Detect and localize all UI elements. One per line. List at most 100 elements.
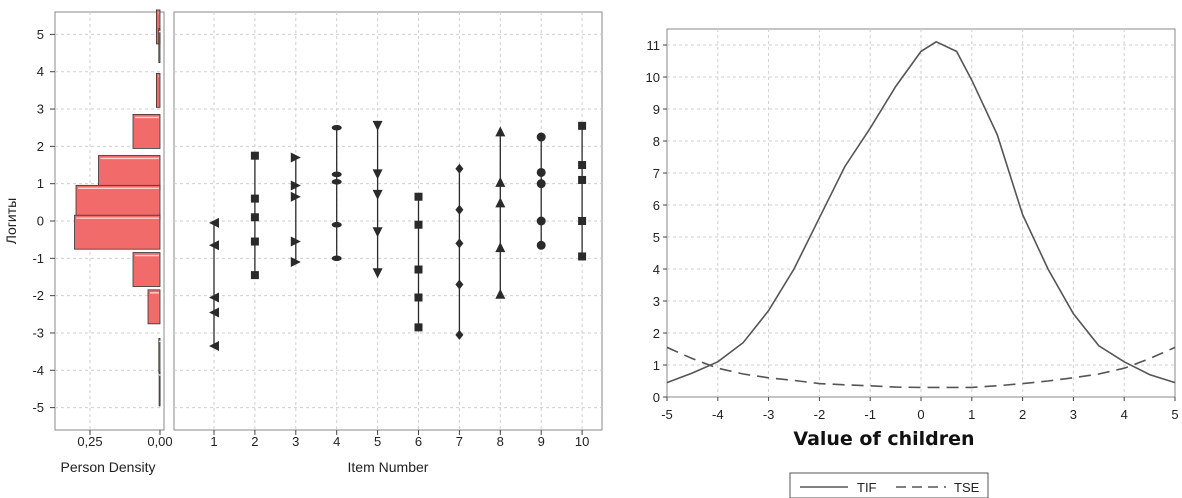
left-y-tick-label-8: -3 (32, 325, 44, 340)
item-10-threshold-marker-4 (578, 121, 587, 130)
info-y-tick-label-7: 7 (653, 166, 660, 181)
x-axis-title-items: Item Number (348, 459, 429, 475)
item-7-threshold-marker-3 (455, 204, 464, 215)
density-bar-5 (75, 184, 161, 220)
items-x-tick-label-2: 3 (292, 434, 299, 449)
legend-label-tif: TIF (857, 480, 877, 495)
left-y-tick-label-1: 4 (37, 64, 44, 79)
item-4-threshold-marker-2 (331, 179, 342, 185)
left-y-tick-label-6: -1 (32, 251, 44, 266)
item-9-threshold-marker-1 (536, 216, 546, 226)
item-1-threshold-marker-2 (209, 292, 219, 303)
info-y-tick-label-1: 1 (653, 358, 660, 373)
info-x-tick-label-0: -5 (661, 407, 673, 422)
series-line-tse (666, 346, 1176, 389)
density-x-tick-label-1: 0,00 (147, 434, 172, 449)
item-9-threshold-marker-0 (536, 240, 546, 250)
item-3-threshold-marker-1 (290, 236, 301, 247)
item-3-threshold-marker-4 (290, 152, 301, 163)
density-bar-1 (158, 28, 161, 63)
info-y-tick-label-5: 5 (653, 230, 660, 245)
density-bar-7 (132, 252, 161, 287)
info-x-tick-label-8: 3 (1070, 407, 1077, 422)
items-x-tick-label-4: 5 (374, 434, 381, 449)
info-y-tick-label-9: 9 (653, 102, 660, 117)
items-x-tick-label-5: 6 (415, 434, 422, 449)
item-6-threshold-marker-4 (414, 192, 423, 201)
item-2-threshold-marker-0 (250, 271, 259, 280)
info-y-tick-label-4: 4 (653, 262, 660, 277)
info-y-tick-label-3: 3 (653, 294, 660, 309)
items-x-tick-label-1: 2 (251, 434, 258, 449)
items-x-tick-label-6: 7 (456, 434, 463, 449)
item-markers (209, 120, 587, 352)
item-9-threshold-marker-2 (536, 179, 546, 189)
density-bar-10 (158, 371, 161, 407)
density-bar-9 (158, 337, 161, 373)
info-x-tick-label-10: 5 (1171, 407, 1178, 422)
density-bar-2 (155, 72, 161, 108)
item-2-threshold-marker-4 (250, 151, 259, 160)
item-5-threshold-marker-1 (372, 227, 383, 238)
item-8-threshold-marker-1 (495, 242, 506, 253)
item-7-threshold-marker-2 (455, 238, 464, 249)
info-x-tick-label-7: 2 (1019, 407, 1026, 422)
density-bar-8 (147, 289, 161, 325)
items-x-tick-label-9: 10 (575, 434, 589, 449)
info-y-tick-label-11: 11 (647, 38, 661, 53)
item-4-threshold-marker-4 (331, 124, 342, 131)
info-y-tick-label-2: 2 (653, 326, 660, 341)
item-6-threshold-marker-1 (414, 293, 423, 302)
items-x-tick-label-8: 9 (538, 434, 545, 449)
density-bars (74, 9, 162, 407)
legend-label-tse: TSE (954, 480, 980, 495)
item-3-threshold-marker-3 (290, 180, 301, 191)
item-2-threshold-marker-3 (250, 194, 259, 203)
item-1-threshold-marker-3 (209, 240, 219, 251)
legend-frame (789, 472, 989, 498)
item-8-threshold-marker-2 (495, 197, 506, 208)
x-axis-title-info: Value of children (793, 428, 974, 450)
item-4-threshold-marker-3 (331, 171, 342, 178)
items-x-tick-label-7: 8 (497, 434, 504, 449)
item-5-threshold-marker-0 (372, 268, 383, 279)
density-bar-6 (74, 214, 161, 250)
item-8-threshold-marker-3 (495, 176, 506, 187)
item-9-threshold-marker-4 (536, 132, 546, 142)
item-6-threshold-marker-0 (414, 323, 423, 332)
density-x-tick-label-0: 0,25 (77, 434, 102, 449)
item-10-threshold-marker-1 (578, 217, 587, 225)
left-y-tick-label-4: 1 (37, 176, 44, 191)
item-1-threshold-marker-4 (209, 217, 219, 228)
info-x-tick-label-5: 0 (917, 407, 924, 422)
density-bar-0 (155, 9, 161, 45)
item-2-threshold-marker-1 (250, 237, 259, 246)
series-line-tif (666, 40, 1176, 384)
item-6-threshold-marker-2 (414, 265, 423, 274)
density-bar-4 (98, 155, 161, 190)
left-y-tick-label-9: -4 (32, 363, 44, 378)
info-y-tick-label-10: 10 (646, 70, 660, 85)
info-y-tick-label-8: 8 (653, 134, 660, 149)
items-x-tick-label-3: 4 (333, 434, 340, 449)
y-axis-title-left: Логиты (3, 198, 19, 244)
left-y-tick-label-5: 0 (37, 214, 44, 229)
info-x-tick-label-6: 1 (968, 407, 975, 422)
info-x-tick-label-9: 4 (1121, 407, 1128, 422)
item-7-threshold-marker-1 (455, 279, 464, 290)
item-10-threshold-marker-0 (578, 252, 587, 261)
left-y-tick-label-2: 3 (37, 102, 44, 117)
info-x-tick-label-1: -4 (712, 407, 724, 422)
item-5-threshold-marker-4 (372, 120, 383, 131)
item-8-threshold-marker-0 (495, 288, 506, 299)
left-y-tick-label-3: 2 (37, 139, 44, 154)
info-x-tick-label-4: -1 (864, 407, 876, 422)
items-grid (174, 12, 602, 430)
item-5-threshold-marker-2 (372, 189, 383, 200)
info-x-tick-label-3: -2 (814, 407, 826, 422)
item-10-threshold-marker-3 (578, 161, 587, 170)
item-1-threshold-marker-0 (209, 341, 219, 352)
item-10-threshold-marker-2 (578, 175, 587, 184)
